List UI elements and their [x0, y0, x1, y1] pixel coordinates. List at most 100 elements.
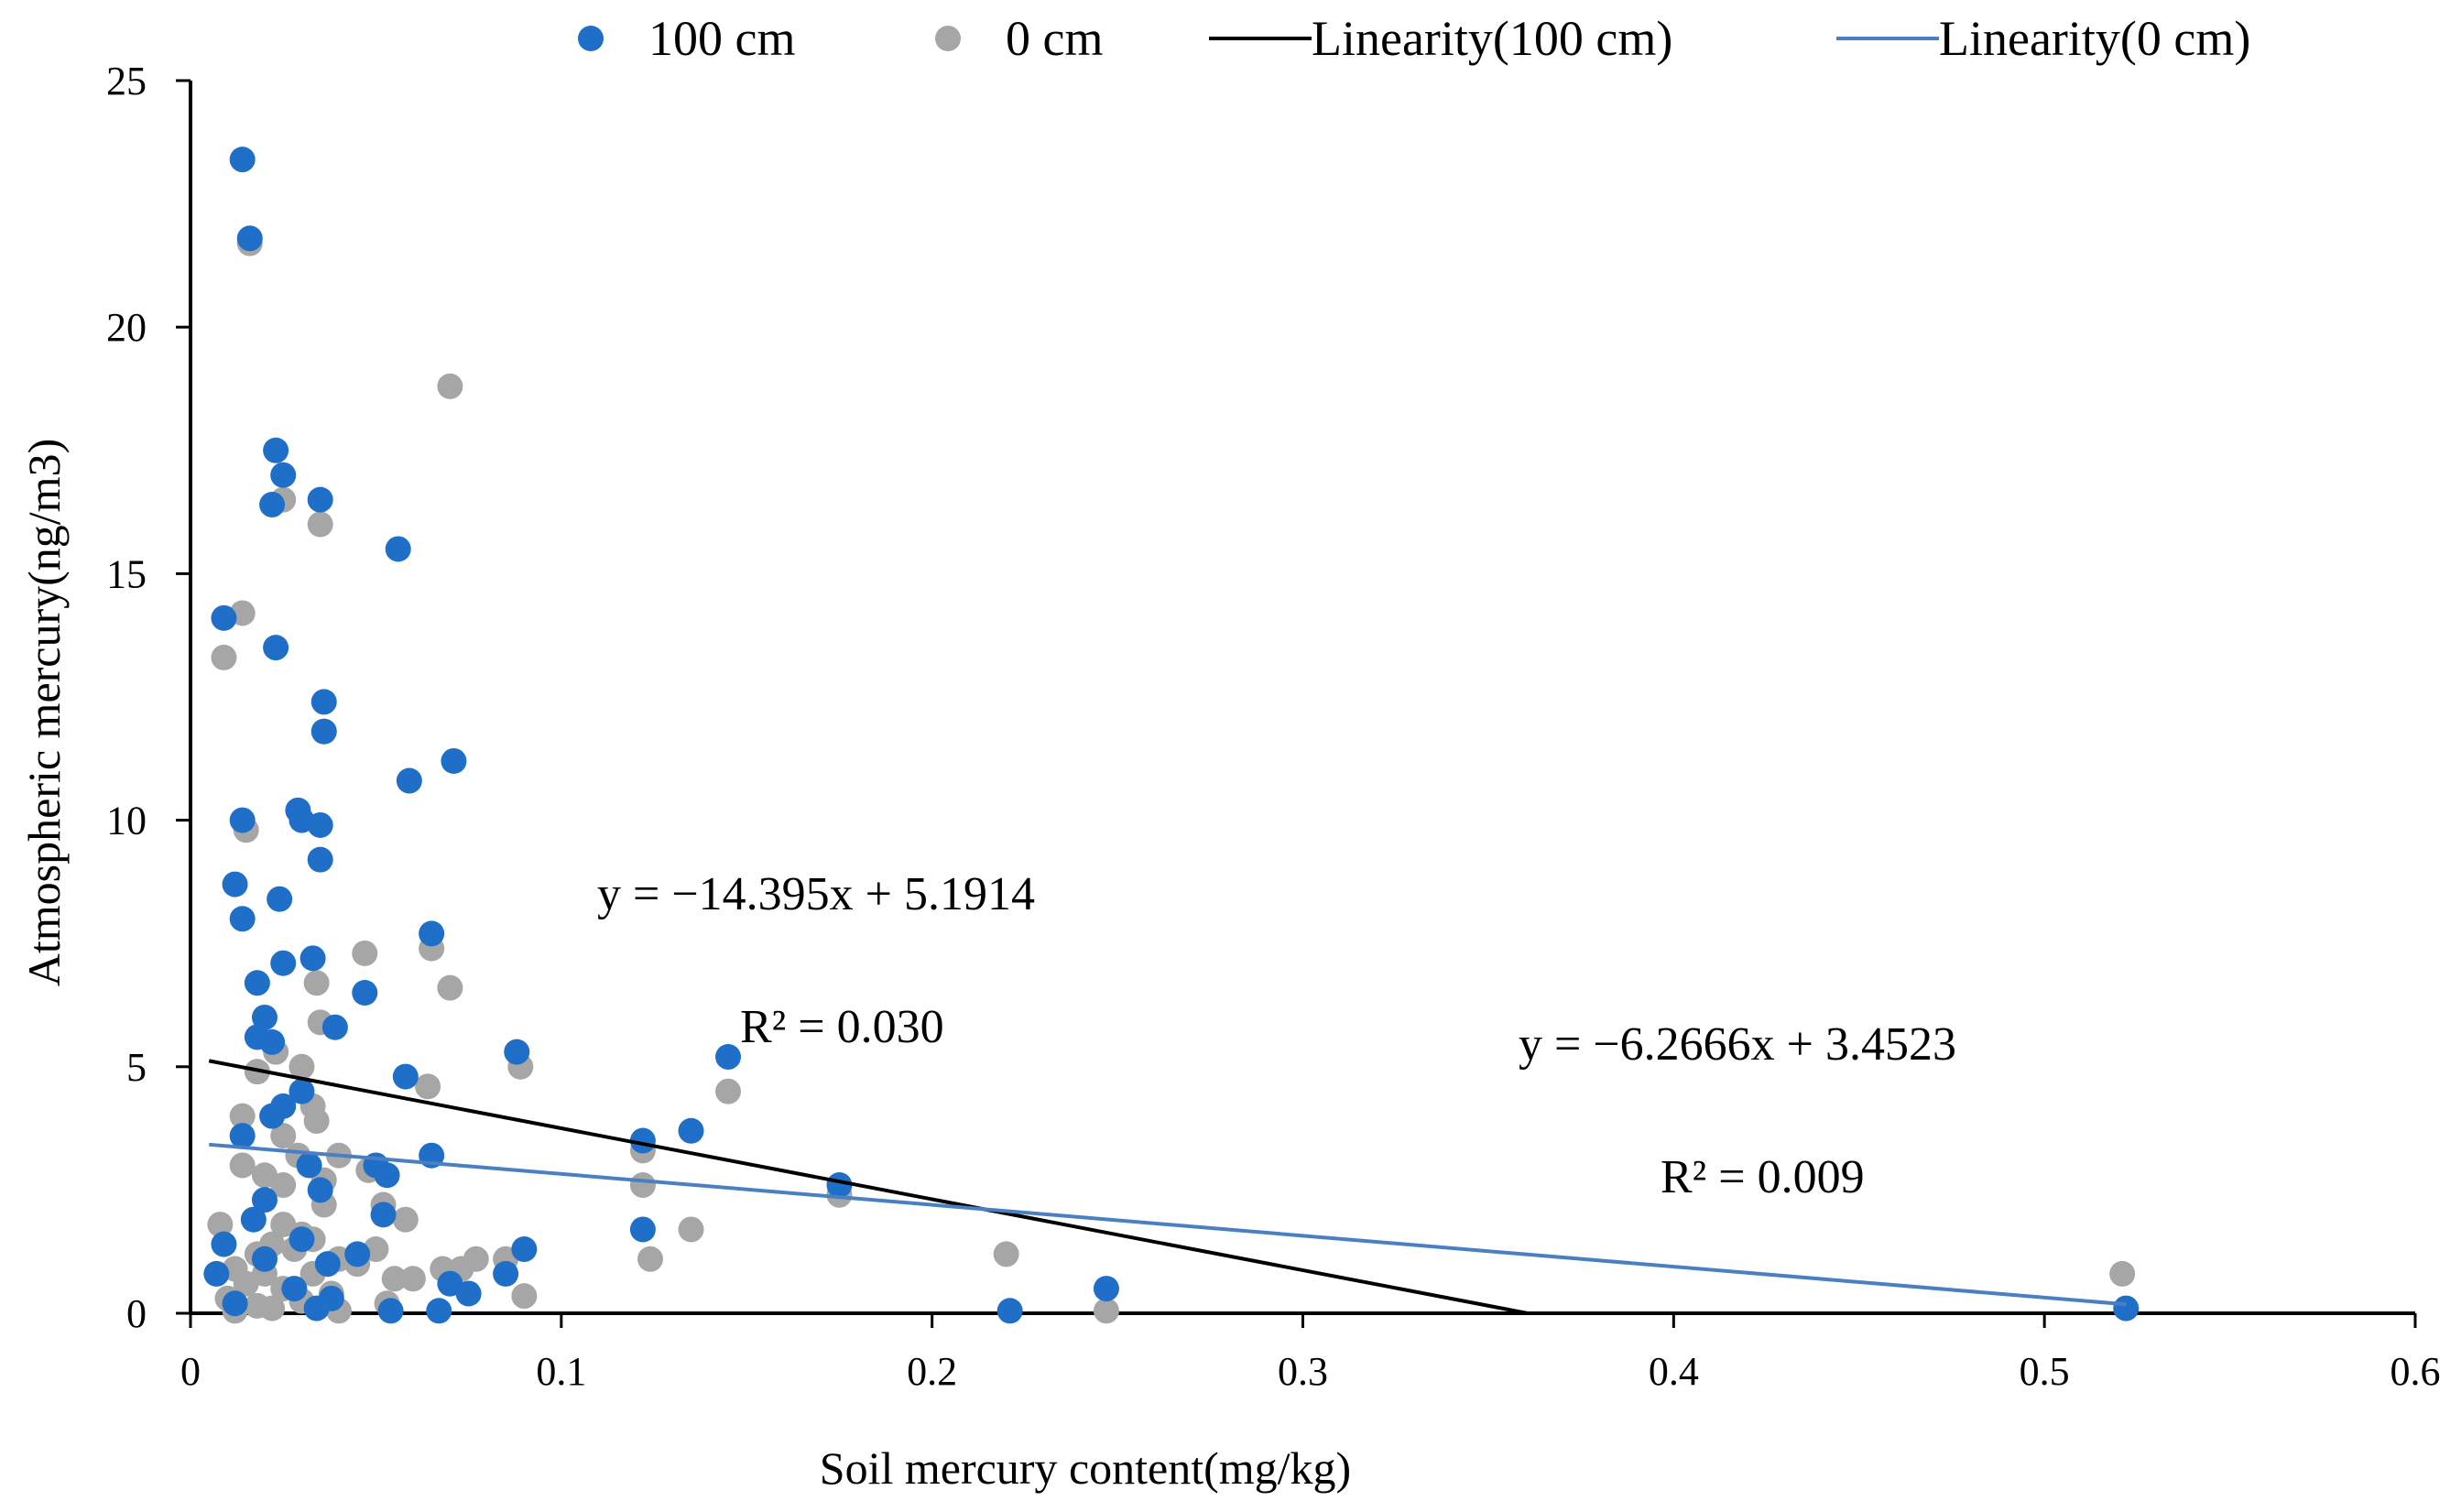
data-point-100cm — [678, 1117, 704, 1144]
data-point-100cm — [996, 1298, 1023, 1324]
data-point-100cm — [307, 846, 333, 873]
legend-marker-100cm — [578, 26, 604, 51]
data-point-0cm — [993, 1241, 1019, 1267]
legend-label-100cm: 100 cm — [648, 11, 795, 66]
y-tick-label: 10 — [106, 799, 147, 843]
data-point-100cm — [211, 1231, 237, 1257]
data-point-100cm — [270, 950, 297, 976]
data-point-100cm — [370, 1202, 397, 1228]
r2-100cm: R² = 0.030 — [740, 1001, 944, 1053]
legend-item-0cm[interactable]: 0 cm — [935, 11, 1103, 66]
data-point-100cm — [629, 1127, 656, 1154]
data-point-0cm — [415, 1073, 441, 1100]
x-tick-label: 0.1 — [536, 1349, 586, 1394]
data-point-100cm — [629, 1216, 656, 1243]
data-point-100cm — [244, 970, 270, 996]
x-tick-label: 0.5 — [2020, 1349, 2070, 1394]
trendlines — [208, 1059, 2127, 1315]
legend-label-0cm: 0 cm — [1006, 11, 1103, 66]
data-point-100cm — [377, 1298, 404, 1324]
data-point-0cm — [233, 1270, 259, 1297]
data-point-100cm — [352, 980, 378, 1006]
data-point-0cm — [259, 1295, 286, 1322]
data-point-0cm — [381, 1266, 408, 1292]
data-point-100cm — [299, 945, 326, 972]
legend-item-100cm[interactable]: 100 cm — [578, 11, 795, 66]
data-point-0cm — [303, 1108, 330, 1135]
legend-marker-0cm — [935, 26, 961, 51]
data-point-0cm — [437, 974, 463, 1001]
data-point-100cm — [396, 767, 422, 794]
data-point-0cm — [392, 1206, 419, 1233]
data-point-100cm — [715, 1044, 742, 1071]
data-point-100cm — [310, 718, 337, 745]
data-point-0cm — [211, 644, 237, 670]
data-point-100cm — [240, 1206, 267, 1233]
data-point-0cm — [270, 1123, 297, 1149]
legend-item-trend-0cm[interactable]: Linearity(0 cm) — [1836, 11, 2250, 66]
data-point-100cm — [511, 1236, 538, 1263]
data-point-100cm — [270, 462, 297, 488]
data-point-100cm — [267, 886, 293, 912]
data-point-0cm — [715, 1078, 742, 1104]
y-tick-label: 5 — [126, 1045, 147, 1090]
data-point-100cm — [321, 1014, 348, 1040]
data-point-100cm — [455, 1280, 482, 1307]
x-tick-label: 0 — [180, 1349, 201, 1394]
data-point-100cm — [504, 1039, 530, 1065]
data-point-100cm — [229, 906, 256, 932]
data-point-0cm — [399, 1266, 426, 1292]
y-axis-title: Atmospheric mercury(ng/m3) — [18, 439, 70, 986]
data-point-100cm — [211, 604, 237, 631]
data-point-100cm — [289, 1078, 315, 1104]
y-tick-label: 0 — [126, 1291, 147, 1336]
axes: 0 0.1 0.2 0.3 0.4 0.5 0.6 0 5 10 15 20 25 — [106, 59, 2441, 1394]
data-point-0cm — [637, 1245, 663, 1272]
data-point-100cm — [289, 1226, 315, 1253]
x-tick-label: 0.3 — [1278, 1349, 1328, 1394]
x-tick-label: 0.4 — [1649, 1349, 1699, 1394]
data-point-100cm — [493, 1260, 519, 1287]
legend: 100 cm 0 cm Linearity(100 cm) Linearity(… — [578, 11, 2250, 66]
data-point-100cm — [263, 437, 289, 463]
series-100cm-points — [203, 147, 2140, 1324]
data-point-100cm — [251, 1187, 278, 1213]
legend-label-trend-100cm: Linearity(100 cm) — [1312, 11, 1672, 66]
data-point-100cm — [222, 871, 248, 897]
data-point-100cm — [203, 1260, 230, 1287]
data-point-0cm — [289, 1053, 315, 1080]
data-point-100cm — [251, 1245, 278, 1272]
data-point-100cm — [229, 807, 256, 833]
data-point-0cm — [629, 1172, 656, 1199]
data-point-100cm — [259, 492, 286, 518]
data-point-100cm — [1093, 1276, 1119, 1302]
data-point-100cm — [229, 147, 256, 173]
data-point-100cm — [441, 747, 467, 774]
data-point-100cm — [307, 811, 333, 838]
trendline-0cm — [209, 1142, 2127, 1307]
data-point-100cm — [392, 1063, 419, 1090]
legend-item-trend-100cm[interactable]: Linearity(100 cm) — [1209, 11, 1672, 66]
data-point-100cm — [426, 1298, 452, 1324]
data-point-100cm — [259, 1103, 286, 1129]
r2-0cm: R² = 0.009 — [1661, 1151, 1865, 1203]
y-tick-label: 15 — [106, 551, 147, 596]
data-point-0cm — [270, 1172, 297, 1199]
data-point-100cm — [281, 1276, 308, 1302]
data-point-100cm — [307, 486, 333, 513]
data-point-0cm — [303, 970, 330, 996]
data-point-0cm — [511, 1283, 538, 1310]
data-point-100cm — [307, 1177, 333, 1203]
data-point-100cm — [314, 1251, 341, 1278]
data-point-0cm — [229, 1152, 256, 1179]
data-point-0cm — [678, 1216, 704, 1243]
x-tick-label: 0.2 — [907, 1349, 957, 1394]
data-point-0cm — [307, 511, 333, 538]
data-point-0cm — [437, 373, 463, 399]
data-point-100cm — [344, 1241, 371, 1267]
data-point-100cm — [229, 1123, 256, 1149]
data-point-0cm — [2109, 1260, 2136, 1287]
y-tick-label: 25 — [106, 59, 147, 103]
data-point-100cm — [2113, 1295, 2140, 1322]
